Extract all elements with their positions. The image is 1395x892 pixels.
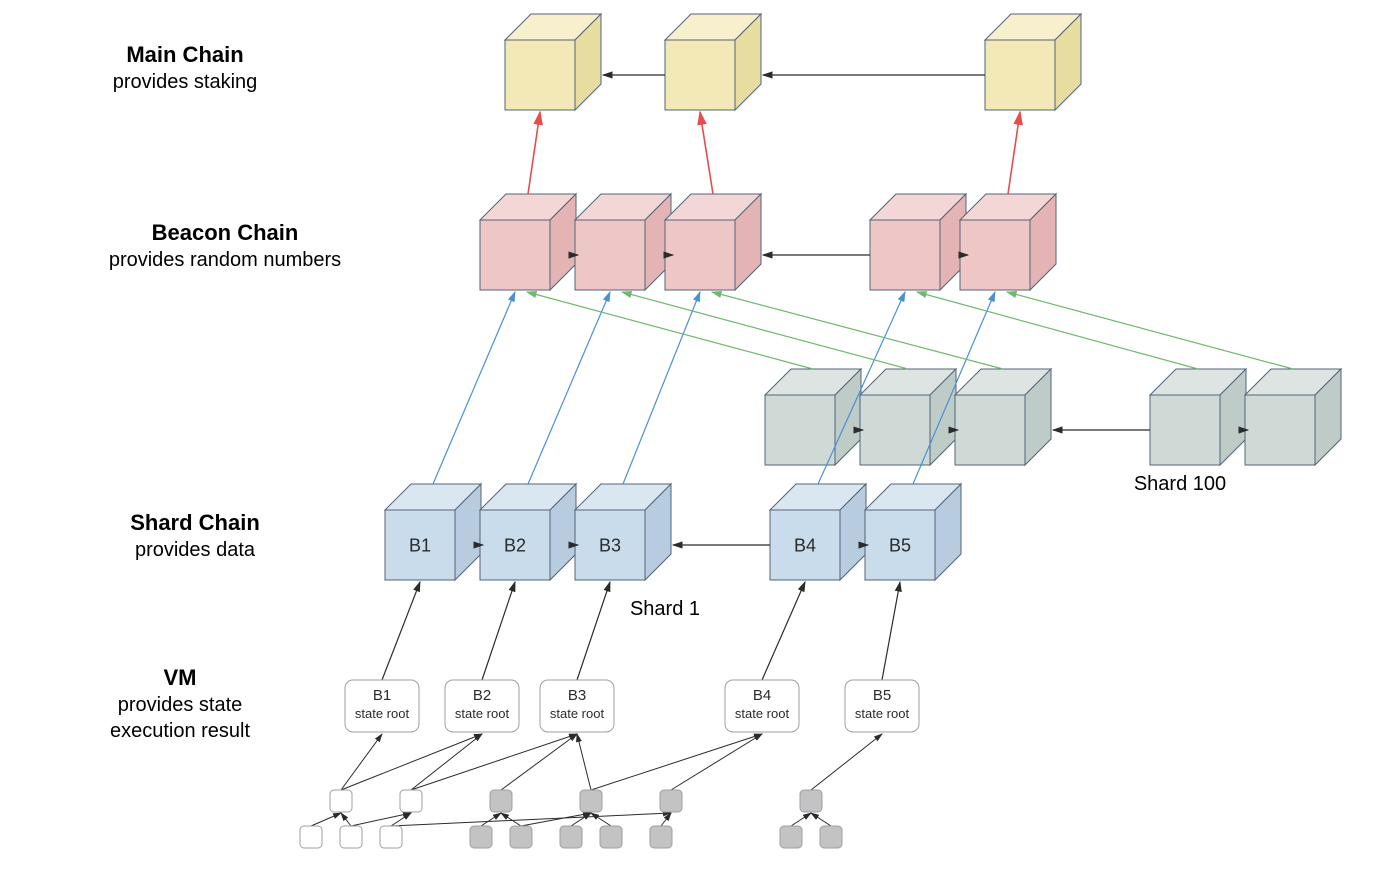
tree-edge <box>351 813 411 826</box>
tree-node <box>580 790 602 812</box>
cube-label: B2 <box>504 535 526 555</box>
tree-leaf <box>380 826 402 848</box>
cube: B3 <box>575 484 671 580</box>
tree-to-stateroot-arrow <box>411 734 482 790</box>
tree-node <box>800 790 822 812</box>
tree-node <box>400 790 422 812</box>
cube <box>960 194 1056 290</box>
cube <box>575 194 671 290</box>
shard1-to-beacon-arrow <box>433 292 515 484</box>
tree-to-stateroot-arrow <box>591 734 762 790</box>
tree-edge <box>791 813 811 826</box>
tree-leaf <box>820 826 842 848</box>
stateroot-to-shard-arrow <box>762 582 805 680</box>
shard1-label: Shard 1 <box>630 598 700 620</box>
row-label-sub: execution result <box>110 720 251 742</box>
state-roots: B1 state root B2 state root B3 state root B4 st… <box>345 680 919 732</box>
beacon-to-main-arrow <box>528 112 540 194</box>
tree-edge <box>661 813 671 826</box>
state-root-box: B4 state root <box>725 680 799 732</box>
tree-to-stateroot-arrow <box>577 734 591 790</box>
cube: B4 <box>770 484 866 580</box>
cube <box>1150 369 1246 465</box>
tree-leaf <box>510 826 532 848</box>
tree-node <box>330 790 352 812</box>
row-label-title: Shard Chain <box>130 510 260 535</box>
tree-edge <box>311 813 341 826</box>
tree-leaf <box>340 826 362 848</box>
tree-to-stateroot-arrow <box>671 734 762 790</box>
tree-leaf <box>780 826 802 848</box>
row-label-title: Beacon Chain <box>152 220 299 245</box>
tree-leaf <box>560 826 582 848</box>
cube <box>985 14 1081 110</box>
row-label-sub: provides data <box>135 539 256 561</box>
state-root-title: B4 <box>753 687 771 704</box>
tree-to-stateroot-arrow <box>811 734 882 790</box>
stateroot-to-shard-arrow <box>482 582 515 680</box>
cube <box>505 14 601 110</box>
tree-to-stateroot-arrow <box>341 734 482 790</box>
row-label-title: Main Chain <box>126 42 243 67</box>
state-root-title: B2 <box>473 687 491 704</box>
state-root-sub: state root <box>355 706 410 721</box>
cube <box>480 194 576 290</box>
stateroot-to-shard-arrow <box>577 582 610 680</box>
row-label-sub: provides state <box>118 694 243 716</box>
architecture-diagram: B1 B2 B3 B4 B5 B1 state root B2 state root B3 stat… <box>0 0 1395 892</box>
row-label-sub: provides random numbers <box>109 249 341 271</box>
tree-leaf <box>600 826 622 848</box>
state-root-box: B5 state root <box>845 680 919 732</box>
shard100-label: Shard 100 <box>1134 473 1226 495</box>
cube-label: B5 <box>889 535 911 555</box>
tree-leaf <box>470 826 492 848</box>
state-root-title: B1 <box>373 687 391 704</box>
tree-to-stateroot-arrow <box>411 734 577 790</box>
stateroot-to-shard-arrow <box>882 582 900 680</box>
cube: B2 <box>480 484 576 580</box>
tree-edge <box>591 813 611 826</box>
row-label-sub: provides staking <box>113 71 258 93</box>
tree-node <box>660 790 682 812</box>
tree-edge <box>481 813 501 826</box>
cube: B1 <box>385 484 481 580</box>
state-root-box: B3 state root <box>540 680 614 732</box>
state-root-sub: state root <box>735 706 790 721</box>
cube <box>1245 369 1341 465</box>
beacon-to-main-arrow <box>1008 112 1020 194</box>
shard1-to-beacon-arrow <box>528 292 610 484</box>
tree-edge <box>811 813 831 826</box>
tree-to-stateroot-arrow <box>501 734 577 790</box>
state-root-box: B1 state root <box>345 680 419 732</box>
cube <box>765 369 861 465</box>
state-root-title: B5 <box>873 687 891 704</box>
row-labels: Main Chain provides staking Beacon Chain pr… <box>109 42 1226 742</box>
state-root-sub: state root <box>550 706 605 721</box>
cube-label: B3 <box>599 535 621 555</box>
tree-leaf <box>650 826 672 848</box>
shard100-to-beacon-arrow <box>527 292 813 369</box>
cube <box>955 369 1051 465</box>
tree-node <box>490 790 512 812</box>
tree-leaf <box>300 826 322 848</box>
row-label-title: VM <box>164 665 197 690</box>
state-root-sub: state root <box>455 706 510 721</box>
cube-label: B1 <box>409 535 431 555</box>
stateroot-to-shard-arrow <box>382 582 420 680</box>
shard100-to-beacon-arrow <box>622 292 908 369</box>
tree-edge <box>341 813 351 826</box>
cube-label: B4 <box>794 535 816 555</box>
tree-edge <box>501 813 521 826</box>
state-root-sub: state root <box>855 706 910 721</box>
beacon-to-main-arrow <box>700 112 713 194</box>
cube <box>665 194 761 290</box>
state-root-title: B3 <box>568 687 586 704</box>
state-root-box: B2 state root <box>445 680 519 732</box>
cube: B5 <box>865 484 961 580</box>
cube <box>870 194 966 290</box>
cube <box>665 14 761 110</box>
shard100-to-beacon-arrow <box>1007 292 1293 369</box>
layers: B1 B2 B3 B4 B5 <box>385 14 1341 580</box>
